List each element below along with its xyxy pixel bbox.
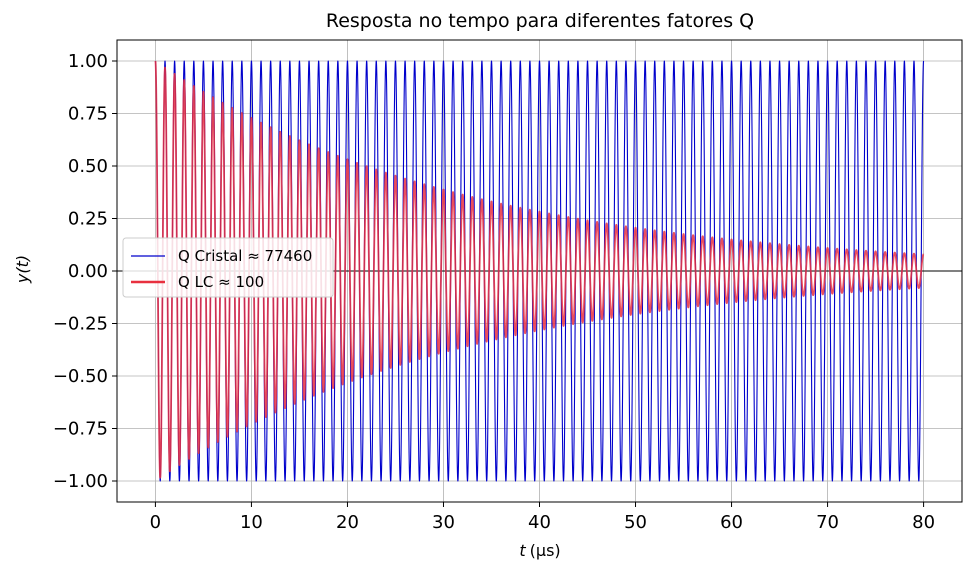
x-axis-label-var: t: [519, 541, 526, 560]
y-tick-label: −0.50: [53, 366, 108, 387]
legend-box: [122, 237, 334, 298]
x-tick-label: 0: [150, 512, 161, 533]
x-ticks: 0 10 20 30 40 50 60 70 80: [150, 502, 935, 533]
y-tick-label: 0.00: [68, 261, 108, 282]
y-tick-label: −0.75: [53, 419, 108, 440]
y-tick-label: 0.50: [68, 156, 108, 177]
x-tick-label: 80: [912, 512, 935, 533]
y-axis-label: y(t): [13, 255, 32, 284]
legend-label-cristal: Q Cristal ≈ 77460: [178, 247, 312, 265]
x-axis-label-unit: (μs): [530, 541, 561, 560]
x-axis-label: t (μs): [519, 541, 560, 560]
chart-title: Resposta no tempo para diferentes fatore…: [326, 10, 754, 32]
y-ticks: 1.00 0.75 0.50 0.25 0.00 −0.25 −0.50 −0.75 −1.00: [53, 51, 117, 492]
x-tick-label: 70: [816, 512, 839, 533]
x-tick-label: 20: [336, 512, 359, 533]
x-tick-label: 10: [240, 512, 263, 533]
y-tick-label: −0.25: [53, 314, 108, 335]
x-tick-label: 30: [432, 512, 455, 533]
legend: Q Cristal ≈ 77460 Q LC ≈ 100: [122, 237, 334, 298]
y-tick-label: 0.75: [68, 104, 108, 125]
series-line-lc: [154, 60, 925, 479]
series-layer: [154, 60, 925, 482]
y-tick-label: 1.00: [68, 51, 108, 72]
y-tick-label: −1.00: [53, 471, 108, 492]
y-tick-label: 0.25: [68, 209, 108, 230]
x-tick-label: 60: [720, 512, 743, 533]
x-tick-label: 50: [624, 512, 647, 533]
legend-label-lc: Q LC ≈ 100: [178, 273, 264, 291]
x-tick-label: 40: [528, 512, 551, 533]
